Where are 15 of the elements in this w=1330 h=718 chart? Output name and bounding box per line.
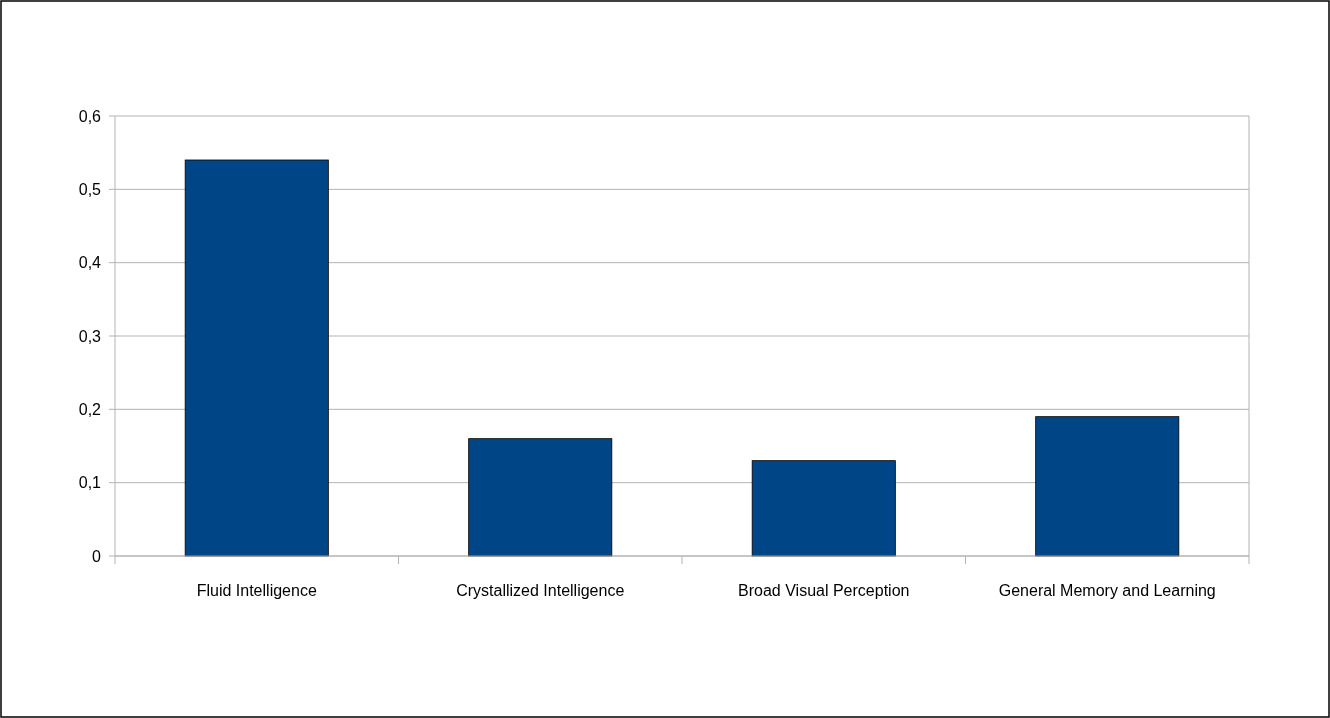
bar	[751, 460, 896, 557]
x-tick-label: General Memory and Learning	[998, 582, 1216, 599]
x-tick-label: Crystallized Intelligence	[456, 582, 625, 599]
bar	[184, 159, 329, 557]
y-tick-label: 0,1	[78, 474, 102, 492]
bar	[1035, 416, 1180, 557]
y-tick-label: 0,4	[78, 254, 102, 272]
y-tick-label: 0	[92, 547, 102, 565]
x-tick-label: Broad Visual Perception	[738, 582, 910, 599]
y-tick-label: 0,3	[78, 327, 102, 345]
y-tick-label: 0,2	[78, 400, 102, 418]
y-tick-label: 0,6	[78, 107, 102, 125]
bar	[468, 438, 613, 557]
x-tick-label: Fluid Intelligence	[196, 582, 317, 599]
y-tick-label: 0,5	[78, 180, 102, 198]
